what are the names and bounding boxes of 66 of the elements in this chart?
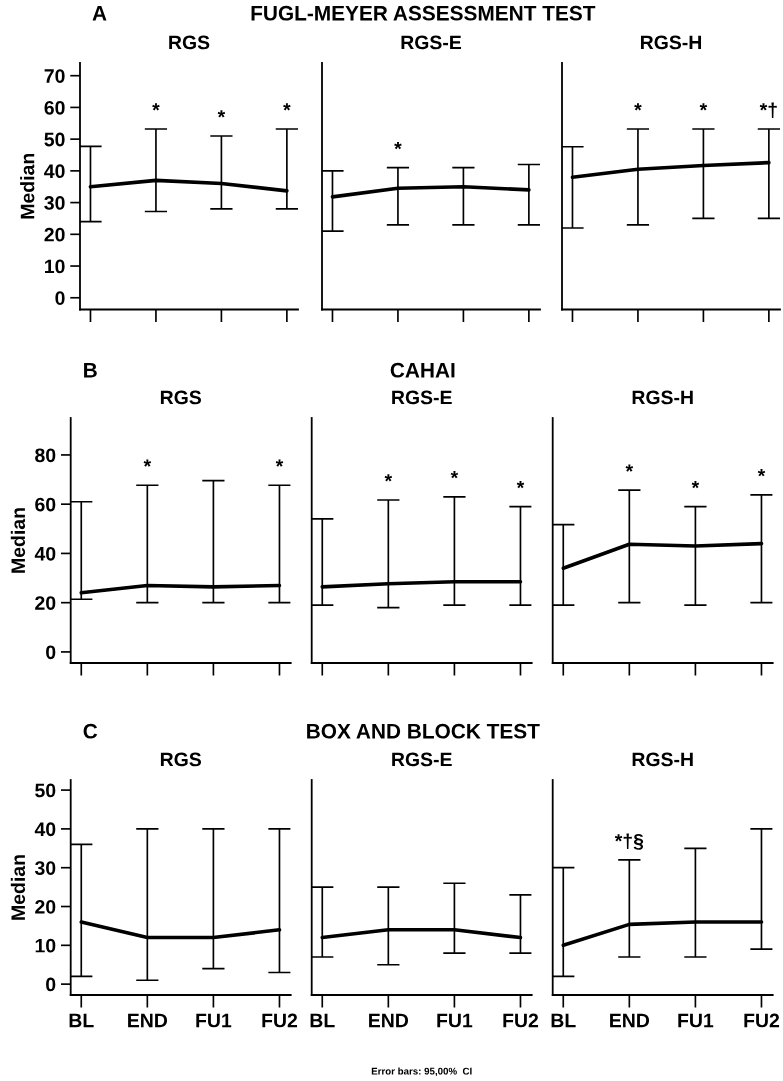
y-tick-label: 0 <box>46 977 56 992</box>
x-tick-label: END <box>369 1013 409 1028</box>
y-tick-label: 50 <box>44 132 65 147</box>
annotation: * <box>275 459 284 467</box>
text: B <box>84 363 97 378</box>
annotation: *†§ <box>614 833 644 850</box>
text: C <box>83 723 98 739</box>
y-tick-label: 10 <box>35 938 56 953</box>
text: CAHAI <box>390 362 455 378</box>
annotation: * <box>283 103 291 111</box>
annotation: * <box>699 103 708 111</box>
y-tick-label: 40 <box>34 546 56 561</box>
text: Error bars: 95,00% CI <box>371 1067 472 1077</box>
text: BOX AND BLOCK TEST <box>307 723 540 739</box>
x-tick-label: FU1 <box>678 1013 714 1028</box>
x-tick-label: FU1 <box>437 1013 473 1028</box>
annotation: * <box>450 471 459 479</box>
chart-title: RGS-E <box>401 35 462 50</box>
x-tick-label: FU2 <box>262 1013 298 1028</box>
y-tick-label: 40 <box>34 822 56 837</box>
y-tick-label: 20 <box>44 227 65 242</box>
y-tick-label: 40 <box>44 164 65 179</box>
y-tick-label: 0 <box>46 645 56 660</box>
annotation: * <box>384 474 393 482</box>
x-tick-label: BL <box>310 1013 335 1028</box>
chart-title: RGS-H <box>632 390 693 405</box>
y-tick-label: 0 <box>55 291 65 305</box>
annotation: *† <box>759 102 777 118</box>
y-tick-label: 20 <box>35 596 56 610</box>
text: FUGL-MEYER ASSESSMENT TEST <box>251 5 596 21</box>
annotation: * <box>143 459 152 467</box>
y-tick-label: 50 <box>35 783 56 798</box>
y-tick-label: 70 <box>44 69 65 83</box>
chart-title: RGS-H <box>632 752 693 767</box>
x-tick-label: FU1 <box>196 1013 232 1028</box>
chart-title: RGS <box>160 390 202 405</box>
chart-title: RGS-E <box>392 752 452 767</box>
y-tick-label: 60 <box>35 497 56 512</box>
y-tick-label: 30 <box>44 196 65 210</box>
y-axis-title: Median <box>10 508 26 573</box>
x-tick-label: END <box>128 1013 168 1028</box>
annotation: * <box>625 464 634 472</box>
y-tick-label: 20 <box>35 899 56 914</box>
y-axis-title: Median <box>20 153 35 219</box>
annotation: * <box>217 110 226 118</box>
annotation: * <box>634 103 642 111</box>
x-tick-label: BL <box>551 1013 576 1028</box>
y-tick-label: 30 <box>34 861 56 875</box>
chart-title: RGS-H <box>640 35 702 50</box>
x-tick-label: BL <box>69 1013 94 1028</box>
y-tick-label: 10 <box>45 259 65 274</box>
text: A <box>92 6 107 21</box>
annotation: * <box>757 469 766 477</box>
annotation: * <box>516 480 525 489</box>
x-tick-label: END <box>610 1013 650 1028</box>
y-axis-title: Median <box>10 855 26 920</box>
chart-title: RGS-E <box>392 390 452 405</box>
annotation: * <box>691 480 700 489</box>
chart-title: RGS <box>160 752 202 767</box>
y-tick-label: 80 <box>35 448 56 463</box>
chart-title: RGS <box>169 35 210 50</box>
x-tick-label: FU2 <box>744 1013 780 1028</box>
annotation: * <box>152 103 160 111</box>
x-tick-label: FU2 <box>503 1013 539 1028</box>
annotation: * <box>394 141 402 150</box>
y-tick-label: 60 <box>44 100 65 115</box>
